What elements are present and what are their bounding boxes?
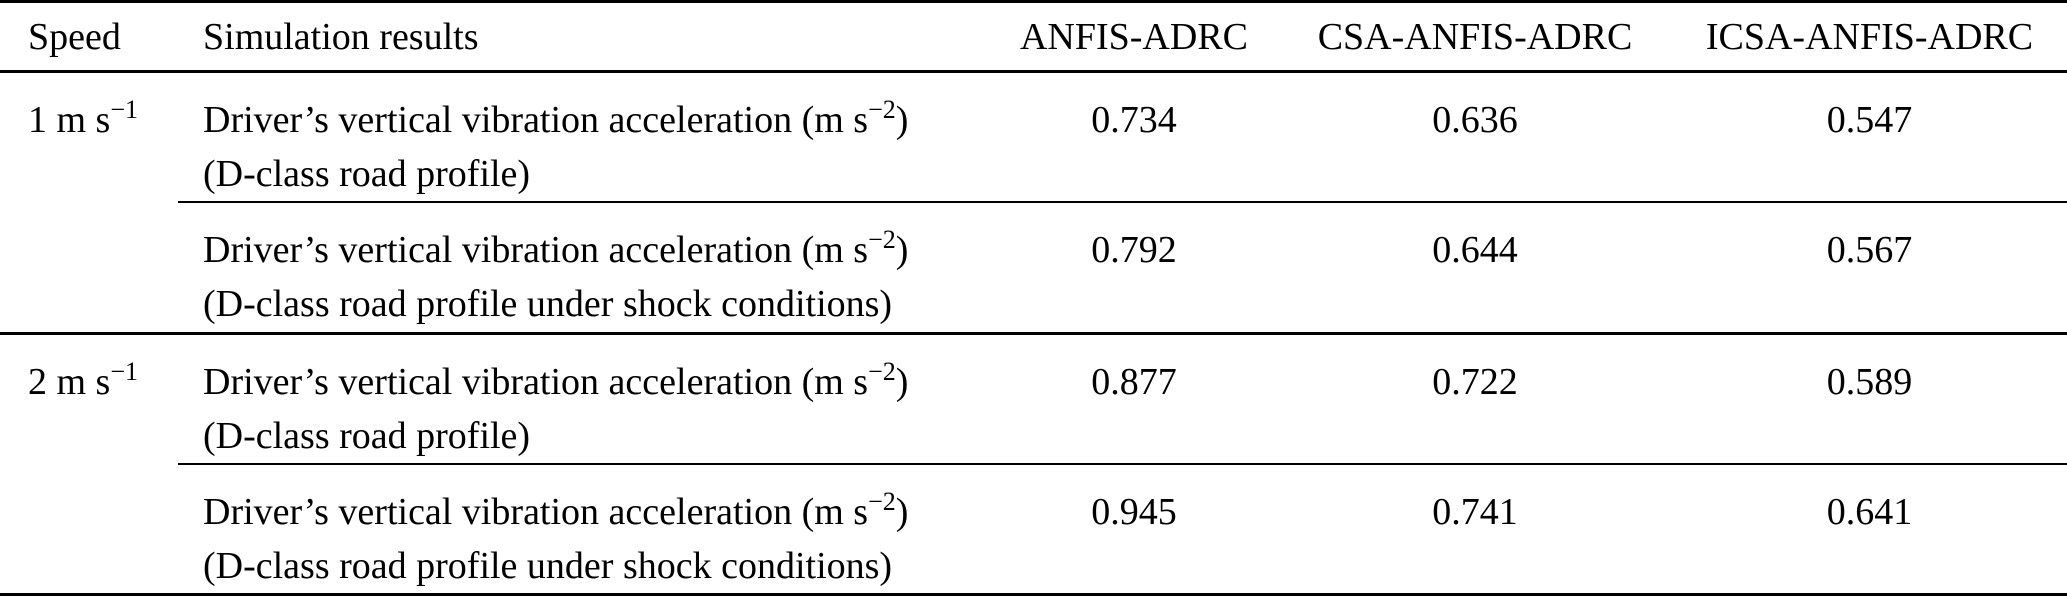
table-row: 1 m s−1 Driver’s vertical vibration acce… — [0, 72, 2067, 203]
metric-exponent: −2 — [868, 356, 896, 386]
metric-text: Driver’s vertical vibration acceleration… — [203, 490, 869, 533]
value-anfis-adrc: 0.734 — [1091, 99, 1177, 141]
metric-exponent: −2 — [868, 486, 896, 516]
metric-close-paren: ) — [895, 360, 909, 403]
metric-line-1: Driver’s vertical vibration acceleration… — [203, 355, 990, 409]
metric-exponent: −2 — [868, 225, 896, 254]
table-header: Speed Simulation results ANFIS-ADRC CSA-… — [0, 1, 2067, 73]
group-1ms: 1 m s−1 Driver’s vertical vibration acce… — [0, 72, 2067, 333]
metric-line-1: Driver’s vertical vibration acceleration… — [203, 93, 990, 147]
value-icsa-anfis-adrc: 0.547 — [1826, 99, 1913, 141]
value-anfis-adrc: 0.945 — [990, 462, 1278, 594]
metric-condition: (D-class road profile) — [203, 153, 531, 195]
table-row: Driver’s vertical vibration acceleration… — [0, 462, 2067, 594]
metric-description: Driver’s vertical vibration acceleration… — [178, 331, 990, 464]
metric-description: Driver’s vertical vibration acceleration… — [178, 72, 990, 203]
metric-line-1: Driver’s vertical vibration acceleration… — [203, 223, 990, 277]
metric-description: Driver’s vertical vibration acceleration… — [178, 201, 990, 333]
value-csa-anfis-adrc: 0.722 — [1278, 331, 1672, 464]
value-icsa-anfis-adrc: 0.589 — [1672, 331, 2067, 464]
header-speed: Speed — [0, 1, 178, 73]
speed-exponent: −1 — [110, 95, 139, 124]
value-csa-anfis-adrc: 0.741 — [1278, 462, 1672, 594]
metric-text: Driver’s vertical vibration acceleration… — [203, 360, 869, 403]
header-anfis-adrc: ANFIS-ADRC — [990, 1, 1278, 73]
table-row: 2 m s−1 Driver’s vertical vibration acce… — [0, 331, 2067, 594]
value-icsa-anfis-adrc: 0.567 — [1672, 201, 2067, 333]
speed-value: 2 m s — [28, 360, 111, 403]
speed-value: 1 m s — [28, 99, 111, 141]
metric-exponent: −2 — [868, 95, 896, 124]
header-icsa-anfis-adrc: ICSA-ANFIS-ADRC — [1672, 1, 2067, 73]
table-row: Driver’s vertical vibration acceleration… — [0, 201, 2067, 333]
metric-close-paren: ) — [895, 490, 909, 533]
value-csa-anfis-adrc: 0.644 — [1278, 201, 1672, 333]
metric-condition: (D-class road profile) — [203, 414, 531, 457]
metric-close-paren: ) — [895, 229, 909, 271]
metric-text: Driver’s vertical vibration acceleration… — [203, 229, 869, 271]
value-anfis-adrc: 0.877 — [990, 331, 1278, 464]
metric-close-paren: ) — [895, 99, 909, 141]
speed-exponent: −1 — [110, 356, 139, 386]
speed-label-1ms: 1 m s−1 — [0, 72, 178, 334]
value-csa-anfis-adrc: 0.636 — [1432, 99, 1518, 141]
header-simulation-results: Simulation results — [178, 1, 990, 73]
metric-text: Driver’s vertical vibration acceleration… — [203, 99, 869, 141]
metric-line-1: Driver’s vertical vibration acceleration… — [203, 485, 990, 539]
header-csa-anfis-adrc: CSA-ANFIS-ADRC — [1278, 1, 1672, 73]
speed-label-2ms: 2 m s−1 — [0, 331, 178, 594]
group-2ms: 2 m s−1 Driver’s vertical vibration acce… — [0, 331, 2067, 594]
value-anfis-adrc: 0.792 — [990, 201, 1278, 333]
header-row: Speed Simulation results ANFIS-ADRC CSA-… — [0, 1, 2067, 73]
value-icsa-anfis-adrc: 0.641 — [1672, 462, 2067, 594]
metric-description: Driver’s vertical vibration acceleration… — [178, 462, 990, 594]
metric-condition: (D-class road profile under shock condit… — [203, 283, 893, 325]
metric-condition: (D-class road profile under shock condit… — [203, 544, 893, 587]
